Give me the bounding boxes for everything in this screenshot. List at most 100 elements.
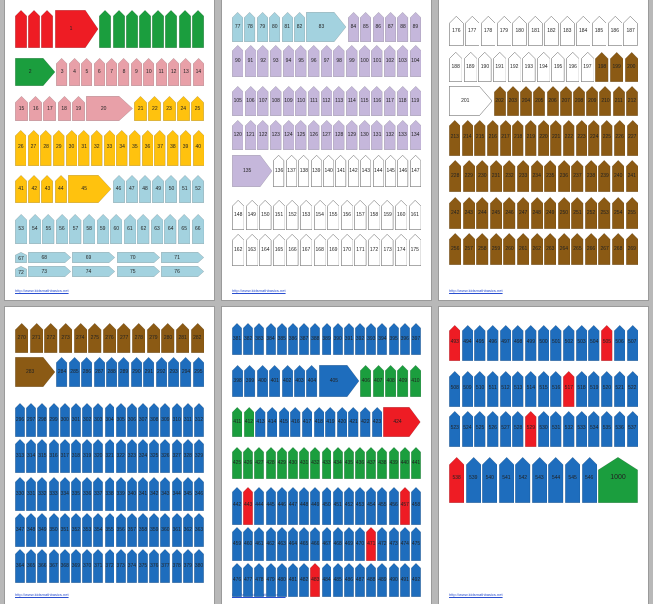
piece-number: 372 <box>105 562 114 569</box>
footer-link[interactable]: http://www.kidsmathbasics.net <box>449 592 503 597</box>
house-icon <box>474 371 486 407</box>
house-icon <box>73 323 87 353</box>
house-icon <box>355 527 366 561</box>
page-3[interactable]: http://www.kidsmathbasics.net 176 177 178 1… <box>439 0 648 300</box>
house-piece: 38 <box>167 130 179 166</box>
house-piece: 333 <box>48 477 59 511</box>
house-piece: 527 <box>499 411 512 447</box>
page-5[interactable]: http://www.kidsmathbasics.net 3813823833… <box>222 307 431 604</box>
piece-number: 433 <box>322 459 331 466</box>
piece-number: 492 <box>411 576 421 583</box>
house-icon <box>59 439 70 473</box>
house-icon <box>290 407 301 437</box>
house-piece: 42 <box>28 175 41 203</box>
house-piece: 443 <box>243 487 254 525</box>
piece-number: 290 <box>132 369 141 375</box>
house-icon <box>93 58 105 86</box>
arrow-piece: 74 <box>72 266 116 277</box>
house-icon <box>104 439 115 473</box>
house-icon <box>282 45 295 77</box>
page-4[interactable]: http://www.kidsmathbasics.net 270 271 272 2… <box>5 307 214 604</box>
house-piece: 355 <box>104 513 115 547</box>
house-icon <box>129 130 141 166</box>
piece-number: 473 <box>389 540 398 547</box>
house-icon <box>499 120 512 156</box>
house-icon <box>461 371 474 407</box>
house-piece: 200 <box>624 52 638 82</box>
house-piece: 169 <box>327 234 340 266</box>
house-piece: 126 <box>308 120 320 150</box>
piece-number: 165 <box>274 246 284 253</box>
house-icon <box>44 323 58 353</box>
piece-number: 24 <box>180 106 187 112</box>
piece-number: 515 <box>539 385 548 392</box>
house-icon <box>287 563 298 597</box>
house-icon <box>287 487 298 525</box>
house-icon <box>371 86 383 116</box>
piece-number: 119 <box>411 98 420 104</box>
footer-link[interactable]: http://www.kidsmathbasics.net <box>232 288 286 293</box>
house-icon <box>160 477 171 511</box>
house-piece: 457 <box>399 487 410 525</box>
house-icon <box>91 130 103 166</box>
footer-link[interactable]: http://www.kidsmathbasics.net <box>449 288 503 293</box>
house-piece: 7 <box>106 58 118 86</box>
house-icon <box>70 439 81 473</box>
house-piece: 311 <box>182 403 193 437</box>
house-icon <box>563 371 575 407</box>
house-icon <box>360 407 371 437</box>
house-icon <box>355 563 366 597</box>
piece-number: 21 <box>137 106 144 112</box>
house-icon <box>503 197 516 229</box>
house-icon <box>106 357 118 387</box>
house-piece: 315 <box>37 439 48 473</box>
arrow-piece: 283 <box>15 357 56 387</box>
house-piece: 95 <box>295 45 307 77</box>
house-piece: 530 <box>537 411 550 447</box>
piece-number: 343 <box>161 490 170 497</box>
house-icon <box>449 233 462 265</box>
house-piece: 142 <box>347 155 359 187</box>
house-icon <box>557 233 571 265</box>
piece-number: 285 <box>70 369 79 375</box>
house-piece: 444 <box>254 487 265 525</box>
house-piece: 207 <box>559 86 572 116</box>
piece-number: 67 <box>18 256 24 263</box>
footer-link[interactable]: http://www.kidsmathbasics.net <box>15 288 69 293</box>
footer-link[interactable]: http://www.kidsmathbasics.net <box>15 592 69 597</box>
house-icon <box>82 513 93 547</box>
piece-number: 525 <box>475 425 485 432</box>
page-6[interactable]: http://www.kidsmathbasics.net 493 494 495 4… <box>439 307 648 604</box>
piece-number: 386 <box>288 335 298 342</box>
piece-number: 449 <box>311 502 320 509</box>
house-piece: 190 <box>478 52 492 82</box>
house-piece: 518 <box>575 371 588 407</box>
house-piece: 313 <box>15 439 25 473</box>
piece-number: 86 <box>375 24 381 30</box>
house-icon <box>78 130 90 166</box>
piece-number: 264 <box>559 245 569 252</box>
piece-number: 209 <box>588 98 597 104</box>
house-piece: 487 <box>355 563 366 597</box>
house-icon <box>138 403 149 437</box>
house-icon <box>489 197 503 229</box>
house-piece: 533 <box>575 411 588 447</box>
house-piece: 455 <box>377 487 388 525</box>
house-piece: 254 <box>612 197 625 229</box>
house-piece: 334 <box>59 477 70 511</box>
house-piece: 154 <box>313 200 326 230</box>
house-piece: 58 <box>82 214 96 244</box>
house-piece: 303 <box>93 403 104 437</box>
house-piece: 447 <box>287 487 298 525</box>
page-2[interactable]: http://www.kidsmathbasics.net 77 78 79 80 81… <box>222 0 431 300</box>
piece-number: 415 <box>279 419 288 425</box>
house-icon <box>152 175 165 203</box>
house-piece: 341 <box>138 477 149 511</box>
piece-number: 4 <box>73 69 76 76</box>
house-icon <box>530 233 543 265</box>
piece-number: 95 <box>298 57 304 64</box>
house-piece: 229 <box>462 160 475 192</box>
house-piece <box>178 10 191 48</box>
piece-number: 144 <box>374 167 383 174</box>
